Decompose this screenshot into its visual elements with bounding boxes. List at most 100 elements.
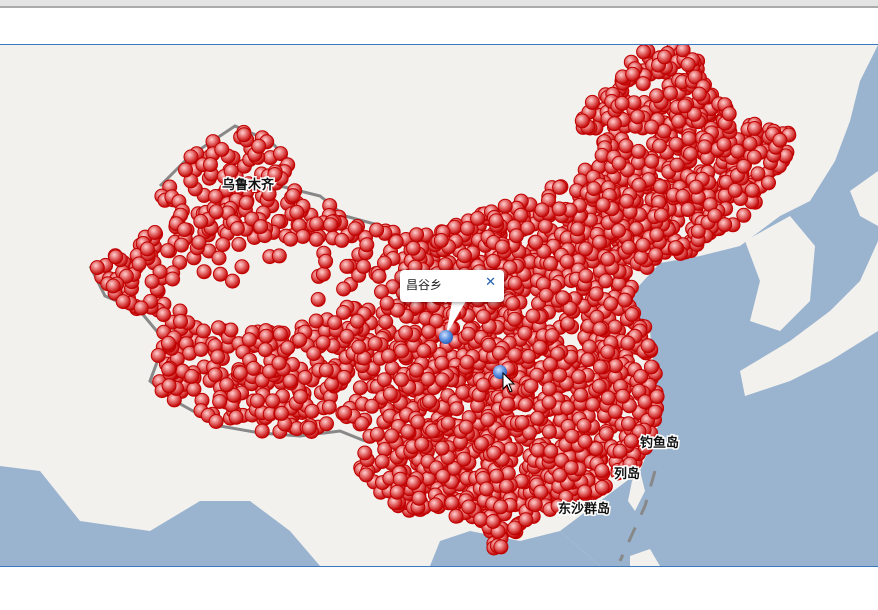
location-marker[interactable] (717, 217, 733, 233)
location-marker[interactable] (736, 207, 752, 223)
location-marker[interactable] (349, 313, 365, 329)
location-marker[interactable] (378, 314, 394, 330)
location-marker[interactable] (416, 343, 432, 359)
location-marker[interactable] (105, 278, 121, 294)
location-marker[interactable] (475, 309, 491, 325)
location-marker[interactable] (494, 425, 510, 441)
location-marker[interactable] (409, 362, 424, 378)
location-marker[interactable] (541, 381, 557, 397)
location-marker[interactable] (518, 512, 534, 528)
location-marker[interactable] (336, 369, 352, 385)
location-marker[interactable] (595, 197, 611, 213)
location-marker[interactable] (258, 328, 274, 344)
location-marker[interactable] (301, 420, 317, 436)
location-marker[interactable] (485, 514, 501, 529)
location-marker[interactable] (253, 219, 269, 235)
location-marker[interactable] (494, 239, 510, 255)
location-marker[interactable] (493, 499, 509, 515)
location-marker[interactable] (297, 370, 313, 385)
location-marker[interactable] (582, 339, 597, 355)
location-marker[interactable] (608, 358, 624, 374)
location-marker[interactable] (636, 45, 652, 60)
location-marker[interactable] (635, 237, 651, 253)
location-marker[interactable] (381, 348, 396, 364)
location-marker[interactable] (448, 508, 464, 524)
location-marker[interactable] (410, 414, 426, 430)
location-marker[interactable] (165, 271, 181, 287)
location-marker[interactable] (592, 321, 608, 337)
location-marker[interactable] (653, 207, 669, 223)
location-marker[interactable] (527, 497, 543, 513)
location-marker[interactable] (400, 424, 416, 440)
location-marker[interactable] (721, 106, 737, 122)
location-marker[interactable] (649, 88, 665, 104)
location-marker[interactable] (514, 415, 530, 430)
location-marker[interactable] (518, 397, 534, 413)
location-marker[interactable] (499, 478, 514, 494)
location-marker[interactable] (578, 241, 593, 257)
location-marker[interactable] (210, 349, 226, 365)
location-marker[interactable] (551, 201, 567, 217)
location-marker[interactable] (592, 234, 607, 250)
location-marker[interactable] (280, 340, 296, 356)
location-marker[interactable] (177, 222, 192, 238)
location-marker[interactable] (428, 313, 444, 329)
location-marker[interactable] (241, 332, 257, 348)
location-marker[interactable] (339, 258, 355, 274)
location-marker[interactable] (643, 359, 659, 375)
location-marker[interactable] (560, 400, 576, 416)
location-marker[interactable] (337, 405, 353, 421)
location-marker[interactable] (215, 237, 231, 253)
location-marker[interactable] (203, 157, 218, 173)
location-marker[interactable] (351, 339, 367, 355)
location-marker[interactable] (241, 176, 257, 192)
location-marker[interactable] (550, 346, 566, 362)
location-marker[interactable] (621, 416, 636, 432)
location-marker[interactable] (481, 337, 497, 353)
location-marker[interactable] (697, 139, 713, 155)
location-marker[interactable] (388, 234, 404, 250)
location-marker[interactable] (617, 292, 633, 308)
location-marker[interactable] (600, 344, 616, 360)
location-marker[interactable] (389, 484, 405, 500)
location-marker[interactable] (541, 424, 557, 440)
location-marker[interactable] (310, 292, 326, 307)
location-marker[interactable] (422, 393, 437, 409)
location-marker[interactable] (633, 369, 649, 384)
location-marker[interactable] (552, 367, 568, 383)
location-marker[interactable] (254, 423, 270, 439)
location-marker[interactable] (271, 355, 287, 371)
location-marker[interactable] (207, 367, 223, 383)
location-marker[interactable] (644, 153, 660, 169)
location-marker[interactable] (161, 378, 177, 394)
location-marker[interactable] (529, 410, 545, 426)
location-marker[interactable] (358, 467, 374, 483)
location-marker[interactable] (156, 307, 172, 323)
location-marker[interactable] (336, 305, 351, 320)
location-marker[interactable] (473, 511, 489, 527)
location-marker[interactable] (191, 235, 207, 250)
location-marker[interactable] (631, 177, 647, 193)
location-marker[interactable] (225, 273, 240, 289)
location-marker[interactable] (292, 332, 308, 348)
location-marker[interactable] (232, 365, 248, 381)
location-marker[interactable] (458, 419, 474, 435)
location-marker[interactable] (398, 325, 414, 341)
location-marker[interactable] (173, 313, 188, 329)
location-marker[interactable] (683, 146, 698, 162)
location-marker[interactable] (456, 451, 472, 467)
location-marker[interactable] (347, 221, 363, 237)
location-marker[interactable] (352, 380, 368, 396)
location-marker[interactable] (611, 223, 626, 239)
location-marker[interactable] (274, 405, 289, 421)
location-marker[interactable] (377, 255, 392, 271)
selected-marker[interactable] (439, 330, 453, 344)
location-marker[interactable] (577, 433, 593, 449)
location-marker[interactable] (505, 296, 521, 312)
location-marker[interactable] (649, 227, 665, 243)
location-marker[interactable] (211, 320, 226, 336)
location-marker[interactable] (578, 268, 594, 284)
location-marker[interactable] (707, 208, 723, 224)
location-marker[interactable] (525, 308, 541, 324)
location-marker[interactable] (246, 360, 261, 376)
